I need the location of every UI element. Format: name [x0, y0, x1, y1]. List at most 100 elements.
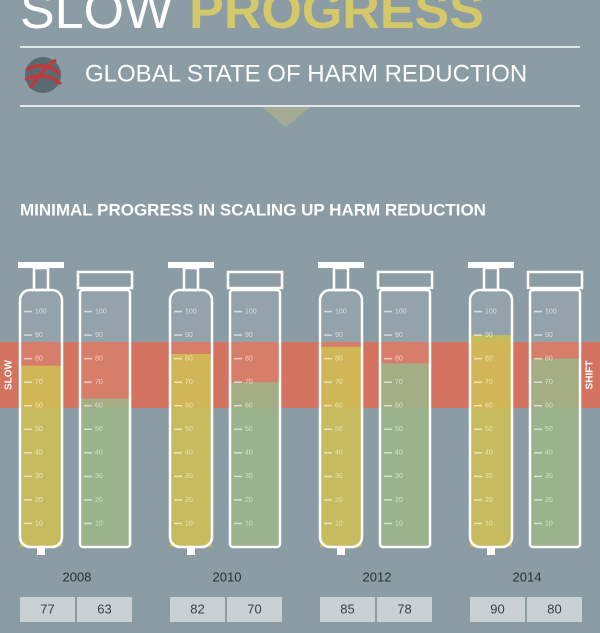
tick-label: 50 [485, 426, 493, 433]
tick-label: 50 [185, 426, 193, 433]
tick-label: 100 [395, 308, 407, 315]
tick-label: 70 [95, 379, 103, 386]
value-label: 70 [247, 601, 261, 616]
value-label: 85 [340, 601, 354, 616]
tick-label: 10 [185, 520, 193, 527]
syringe-barrel [318, 288, 364, 549]
value-box [470, 597, 525, 622]
syringe-barrel [168, 288, 214, 549]
bar [170, 353, 212, 547]
tick-label: 90 [185, 332, 193, 339]
tick-label: 80 [245, 355, 253, 362]
tick-label: 90 [335, 332, 343, 339]
chevron [262, 107, 310, 127]
x-tick-label: 2008 [63, 569, 92, 584]
plunger-top [168, 262, 214, 268]
tick-label: 80 [35, 355, 43, 362]
tick-label: 80 [95, 355, 103, 362]
tick-label: 30 [485, 473, 493, 480]
tick-label: 70 [335, 379, 343, 386]
tick-label: 90 [395, 332, 403, 339]
tick-label: 50 [545, 426, 553, 433]
tick-label: 10 [335, 520, 343, 527]
plunger-top [18, 262, 64, 268]
tick-label: 70 [545, 379, 553, 386]
title-word: SLOW [20, 0, 173, 40]
tick-label: 90 [35, 332, 43, 339]
tick-label: 40 [245, 450, 253, 457]
tick-label: 70 [35, 379, 43, 386]
tick-label: 60 [395, 403, 403, 410]
tick-label: 30 [35, 473, 43, 480]
tick-label: 10 [95, 520, 103, 527]
x-tick-label: 2012 [363, 569, 392, 584]
tick-label: 50 [395, 426, 403, 433]
tick-label: 30 [335, 473, 343, 480]
tick-label: 70 [485, 379, 493, 386]
title-word: PROGRESS [189, 0, 484, 40]
bar [80, 398, 130, 547]
tick-label: 20 [95, 497, 103, 504]
cap [76, 270, 134, 290]
globe-icon [24, 57, 62, 93]
bar [230, 382, 280, 547]
tick-label: 100 [245, 308, 257, 315]
tick-label: 90 [485, 332, 493, 339]
tick-label: 100 [185, 308, 197, 315]
bar [470, 335, 512, 547]
needle [487, 547, 495, 555]
tick-label: 100 [95, 308, 107, 315]
value-box [377, 597, 432, 622]
value-label: 78 [397, 601, 411, 616]
vial [528, 288, 582, 549]
tick-label: 90 [95, 332, 103, 339]
tick-label: 70 [395, 379, 403, 386]
tick-label: 20 [485, 497, 493, 504]
syringe-barrel [468, 288, 514, 549]
tick-label: 30 [95, 473, 103, 480]
tick-label: 80 [185, 355, 193, 362]
x-tick-label: 2010 [213, 569, 242, 584]
tick-label: 30 [395, 473, 403, 480]
tick-label: 40 [485, 450, 493, 457]
tick-label: 60 [545, 403, 553, 410]
tick-label: 40 [185, 450, 193, 457]
plunger-top [468, 262, 514, 268]
tick-label: 60 [35, 403, 43, 410]
tick-label: 60 [95, 403, 103, 410]
tick-label: 100 [485, 308, 497, 315]
tick-label: 30 [185, 473, 193, 480]
value-box [170, 597, 225, 622]
tick-label: 20 [245, 497, 253, 504]
band-label: SHIFT [585, 361, 596, 390]
tick-label: 40 [35, 450, 43, 457]
value-label: 90 [490, 601, 504, 616]
tick-label: 70 [245, 379, 253, 386]
needle [187, 547, 195, 555]
bar [320, 346, 362, 547]
chart-title: MINIMAL PROGRESS IN SCALING UP HARM REDU… [20, 200, 486, 219]
tick-label: 40 [545, 450, 553, 457]
tick-label: 60 [485, 403, 493, 410]
bar [20, 365, 62, 547]
tick-label: 10 [35, 520, 43, 527]
tick-label: 60 [335, 403, 343, 410]
tick-label: 10 [395, 520, 403, 527]
tick-label: 80 [545, 355, 553, 362]
x-tick-label: 2014 [513, 569, 542, 584]
tick-label: 10 [485, 520, 493, 527]
value-label: 82 [190, 601, 204, 616]
tick-label: 50 [95, 426, 103, 433]
tick-label: 90 [545, 332, 553, 339]
tick-label: 60 [245, 403, 253, 410]
cap [226, 270, 284, 290]
tick-label: 10 [245, 520, 253, 527]
tick-label: 50 [35, 426, 43, 433]
syringe-barrel [18, 288, 64, 549]
value-label: 63 [97, 601, 111, 616]
value-label: 77 [40, 601, 54, 616]
tick-label: 100 [545, 308, 557, 315]
tick-label: 100 [335, 308, 347, 315]
tick-label: 20 [35, 497, 43, 504]
vial [378, 288, 432, 549]
